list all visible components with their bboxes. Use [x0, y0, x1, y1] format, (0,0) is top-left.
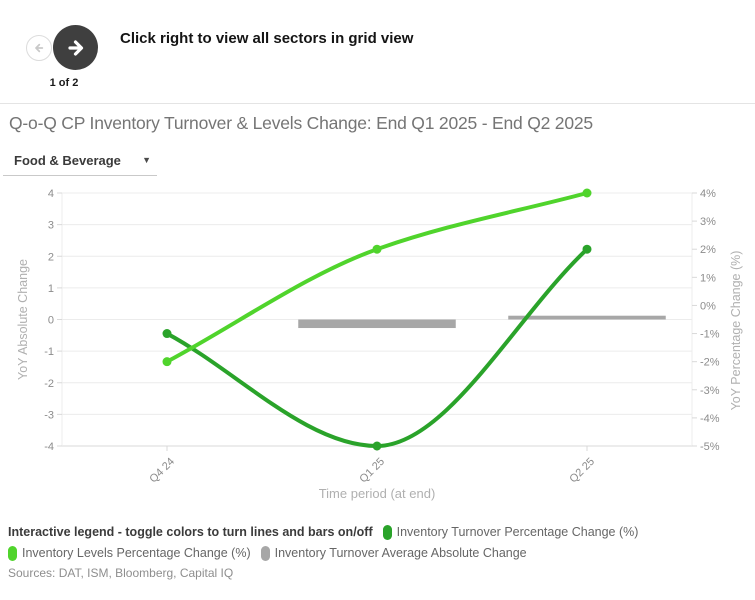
chart-legend: Interactive legend - toggle colors to tu…: [8, 524, 714, 562]
y-axis-right-tick-label: 0%: [700, 300, 716, 312]
legend-item-1[interactable]: Inventory Levels Percentage Change (%): [8, 545, 251, 562]
y-axis-right-tick-label: 4%: [700, 188, 716, 200]
y-axis-left-tick-label: -3: [44, 409, 54, 421]
legend-marker-icon: [260, 546, 270, 561]
legend-heading: Interactive legend - toggle colors to tu…: [8, 525, 373, 539]
sources-text: Sources: DAT, ISM, Bloomberg, Capital IQ: [8, 566, 234, 580]
legend-marker-icon: [8, 546, 17, 561]
legend-item-label: Inventory Turnover Percentage Change (%): [396, 525, 639, 539]
data-point-1-Q1 25: [372, 244, 382, 254]
prev-page-button[interactable]: [26, 35, 52, 61]
data-point-0-Q4 24: [162, 329, 172, 339]
series-line-1: [165, 191, 589, 364]
x-axis-tick-label: Q2 25: [567, 456, 597, 486]
chevron-down-icon: ▼: [142, 155, 151, 165]
y-axis-left-tick-label: 2: [48, 251, 54, 263]
legend-marker-icon: [382, 525, 392, 540]
y-axis-right-tick-label: -4%: [700, 413, 720, 425]
chart-canvas: 4 3 2 1 0 -1 -2 -3 -4 4% 3% 2% 1% 0% -1% -2% -3% -4% -5% Q4…: [16, 188, 743, 501]
y-axis-left-tick-label: -2: [44, 378, 54, 390]
page-indicator: 1 of 2: [49, 77, 79, 89]
data-point-0-Q2 25: [582, 244, 592, 254]
legend-item-label: Inventory Levels Percentage Change (%): [22, 546, 251, 560]
y-axis-right-tick-label: -2%: [700, 357, 720, 369]
data-point-1-Q4 24: [162, 357, 172, 367]
y-axis-right-tick-label: -5%: [700, 441, 720, 453]
x-axis-tick-label: Q1 25: [357, 456, 387, 486]
data-point-1-Q2 25: [582, 188, 592, 198]
divider: [0, 103, 755, 104]
y-axis-left-tick-label: 4: [48, 188, 54, 200]
y-axis-left-title: YoY Absolute Change: [16, 259, 30, 380]
y-axis-right-title: YoY Percentage Change (%): [729, 251, 743, 411]
legend-item-0[interactable]: Inventory Turnover Percentage Change (%): [382, 524, 639, 541]
data-point-0-Q1 25: [372, 441, 382, 451]
y-axis-right-tick-label: -3%: [700, 385, 720, 397]
y-axis-right-tick-label: 1%: [700, 272, 716, 284]
x-axis-title: Time period (at end): [319, 486, 436, 501]
x-axis-tick-label: Q4 24: [147, 456, 177, 486]
arrow-right-icon: [67, 39, 83, 56]
y-axis-right-tick-label: 2%: [700, 244, 716, 256]
legend-item-label: Inventory Turnover Average Absolute Chan…: [274, 546, 527, 560]
page-title: Q-o-Q CP Inventory Turnover & Levels Cha…: [9, 113, 593, 133]
series-line-0: [165, 247, 589, 449]
y-axis-left-tick-label: -1: [44, 346, 54, 358]
legend-item-2[interactable]: Inventory Turnover Average Absolute Chan…: [260, 545, 527, 562]
y-axis-left-tick-label: -4: [44, 441, 54, 453]
y-axis-right-tick-label: -1%: [700, 329, 720, 341]
y-axis-left-tick-label: 1: [48, 283, 54, 295]
next-page-button[interactable]: [53, 25, 98, 70]
nav-hint-text: Click right to view all sectors in grid …: [120, 30, 414, 47]
bar-Q2 25: [508, 315, 666, 320]
y-axis-left-tick-label: 3: [48, 220, 54, 232]
sector-dropdown-value: Food & Beverage: [14, 153, 121, 168]
y-axis-right-tick-label: 3%: [700, 216, 716, 228]
y-axis-left-tick-label: 0: [48, 315, 54, 327]
arrow-left-icon: [35, 43, 44, 53]
sector-dropdown[interactable]: Food & Beverage ▼: [3, 150, 157, 176]
bar-Q1 25: [298, 319, 456, 329]
